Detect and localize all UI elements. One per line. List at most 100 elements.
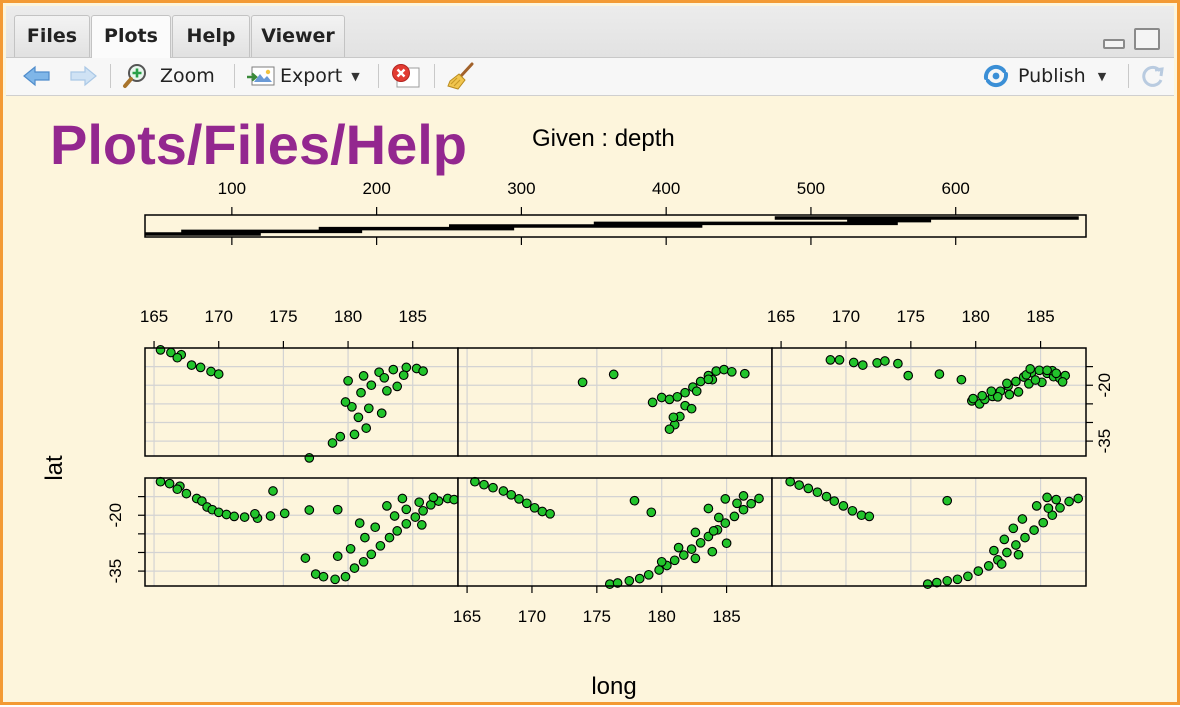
scatter-panel: [144, 345, 459, 463]
x-tick-label: 165: [767, 307, 795, 326]
data-point: [708, 526, 719, 536]
publish-button[interactable]: Publish ▼: [982, 61, 1106, 91]
data-point: [401, 518, 412, 529]
data-point: [335, 431, 346, 442]
data-point: [265, 511, 276, 521]
data-point: [521, 498, 532, 509]
data-point: [498, 486, 509, 496]
data-point: [695, 376, 706, 387]
data-point: [229, 511, 240, 522]
data-point: [1064, 496, 1074, 507]
data-point: [349, 429, 360, 440]
x-tick-label: 165: [453, 607, 481, 626]
zoom-magnifier-icon: [123, 64, 146, 88]
clear-plots-button[interactable]: [446, 61, 476, 91]
data-point: [857, 360, 868, 370]
data-point: [1029, 525, 1039, 535]
given-axis: 100 200 300 400 500 600: [218, 179, 970, 245]
given-tick-label: 100: [218, 179, 246, 198]
data-point: [720, 494, 731, 504]
minimize-pane-icon[interactable]: [1103, 39, 1125, 49]
forward-arrow-icon[interactable]: [68, 61, 98, 91]
data-point: [1013, 387, 1024, 397]
given-intervals: [145, 216, 1079, 236]
data-point: [695, 537, 706, 548]
x-tick-label: 170: [832, 307, 860, 326]
data-point: [738, 491, 749, 501]
tab-help[interactable]: Help: [172, 15, 250, 57]
scatter-panel: [457, 347, 773, 457]
data-point: [732, 498, 742, 509]
tab-files[interactable]: Files: [14, 15, 90, 57]
data-point: [838, 501, 849, 511]
data-point: [250, 508, 260, 519]
data-point: [690, 553, 701, 564]
data-point: [1020, 532, 1030, 543]
export-button[interactable]: Export ▼: [246, 61, 360, 91]
data-point: [418, 505, 428, 516]
data-point: [327, 438, 338, 448]
data-point: [668, 412, 679, 423]
data-point: [410, 512, 421, 522]
data-point: [691, 386, 702, 397]
data-point: [397, 493, 408, 504]
data-point: [992, 391, 1003, 402]
data-point: [834, 355, 845, 365]
given-tick-label: 500: [797, 179, 825, 198]
export-image-icon: [247, 66, 275, 86]
data-point: [279, 508, 290, 519]
data-point: [977, 390, 988, 401]
data-point: [1073, 493, 1084, 504]
data-point: [1011, 540, 1021, 550]
data-point: [686, 403, 697, 414]
panel-background: [458, 348, 772, 456]
export-label: Export: [280, 65, 343, 87]
data-point: [703, 374, 714, 385]
data-point: [401, 504, 412, 515]
scatter-panels: [144, 345, 1087, 589]
zoom-button[interactable]: Zoom: [122, 61, 215, 91]
data-point: [375, 540, 386, 551]
data-point: [1051, 494, 1062, 505]
data-point: [318, 571, 329, 582]
y-tick-label: -20: [106, 503, 125, 528]
data-point: [678, 550, 689, 560]
tab-plots[interactable]: Plots: [91, 15, 171, 58]
data-point: [963, 571, 973, 582]
given-tick-label: 400: [652, 179, 680, 198]
data-point: [952, 574, 963, 585]
data-point: [349, 563, 360, 573]
data-point: [353, 412, 364, 423]
data-point: [893, 358, 903, 369]
data-point: [983, 561, 994, 571]
data-point: [690, 527, 701, 538]
data-point: [634, 573, 645, 584]
data-point: [821, 491, 832, 502]
data-point: [922, 579, 933, 589]
data-point: [739, 368, 750, 379]
tab-viewer[interactable]: Viewer: [251, 15, 345, 57]
panel-background: [772, 348, 1086, 456]
data-point: [370, 522, 381, 533]
data-point: [343, 375, 353, 386]
remove-plot-button[interactable]: [390, 61, 422, 91]
data-point: [1055, 502, 1065, 513]
data-point: [300, 553, 311, 563]
given-tick-label: 200: [362, 179, 390, 198]
data-point: [686, 544, 697, 554]
data-point: [812, 487, 823, 498]
data-point: [931, 577, 942, 588]
panel-border: [771, 477, 1087, 587]
data-point: [1025, 364, 1036, 374]
refresh-button[interactable]: [1140, 61, 1166, 91]
data-point: [703, 503, 714, 514]
back-arrow-icon[interactable]: [22, 61, 52, 91]
data-point: [1038, 517, 1049, 528]
data-point: [713, 512, 724, 523]
data-point: [794, 480, 805, 490]
data-point: [729, 511, 740, 522]
data-point: [1042, 492, 1052, 503]
maximize-pane-icon[interactable]: [1134, 28, 1160, 50]
data-point: [720, 518, 731, 528]
data-point: [356, 387, 366, 398]
